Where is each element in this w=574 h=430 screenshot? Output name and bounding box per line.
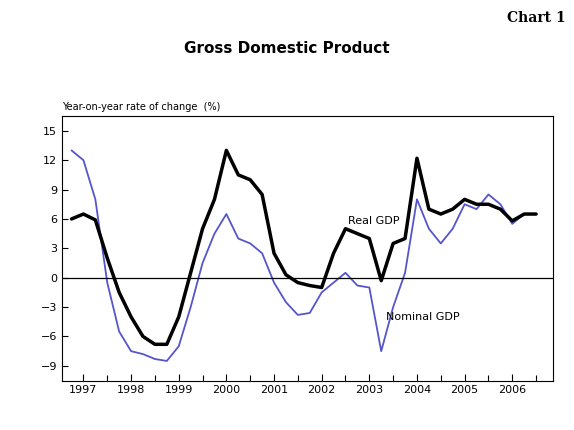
Text: Gross Domestic Product: Gross Domestic Product <box>184 41 390 56</box>
Text: Chart 1: Chart 1 <box>507 11 565 25</box>
Text: Nominal GDP: Nominal GDP <box>386 312 460 322</box>
Text: Year-on-year rate of change  (%): Year-on-year rate of change (%) <box>62 102 220 112</box>
Text: Real GDP: Real GDP <box>348 216 400 226</box>
